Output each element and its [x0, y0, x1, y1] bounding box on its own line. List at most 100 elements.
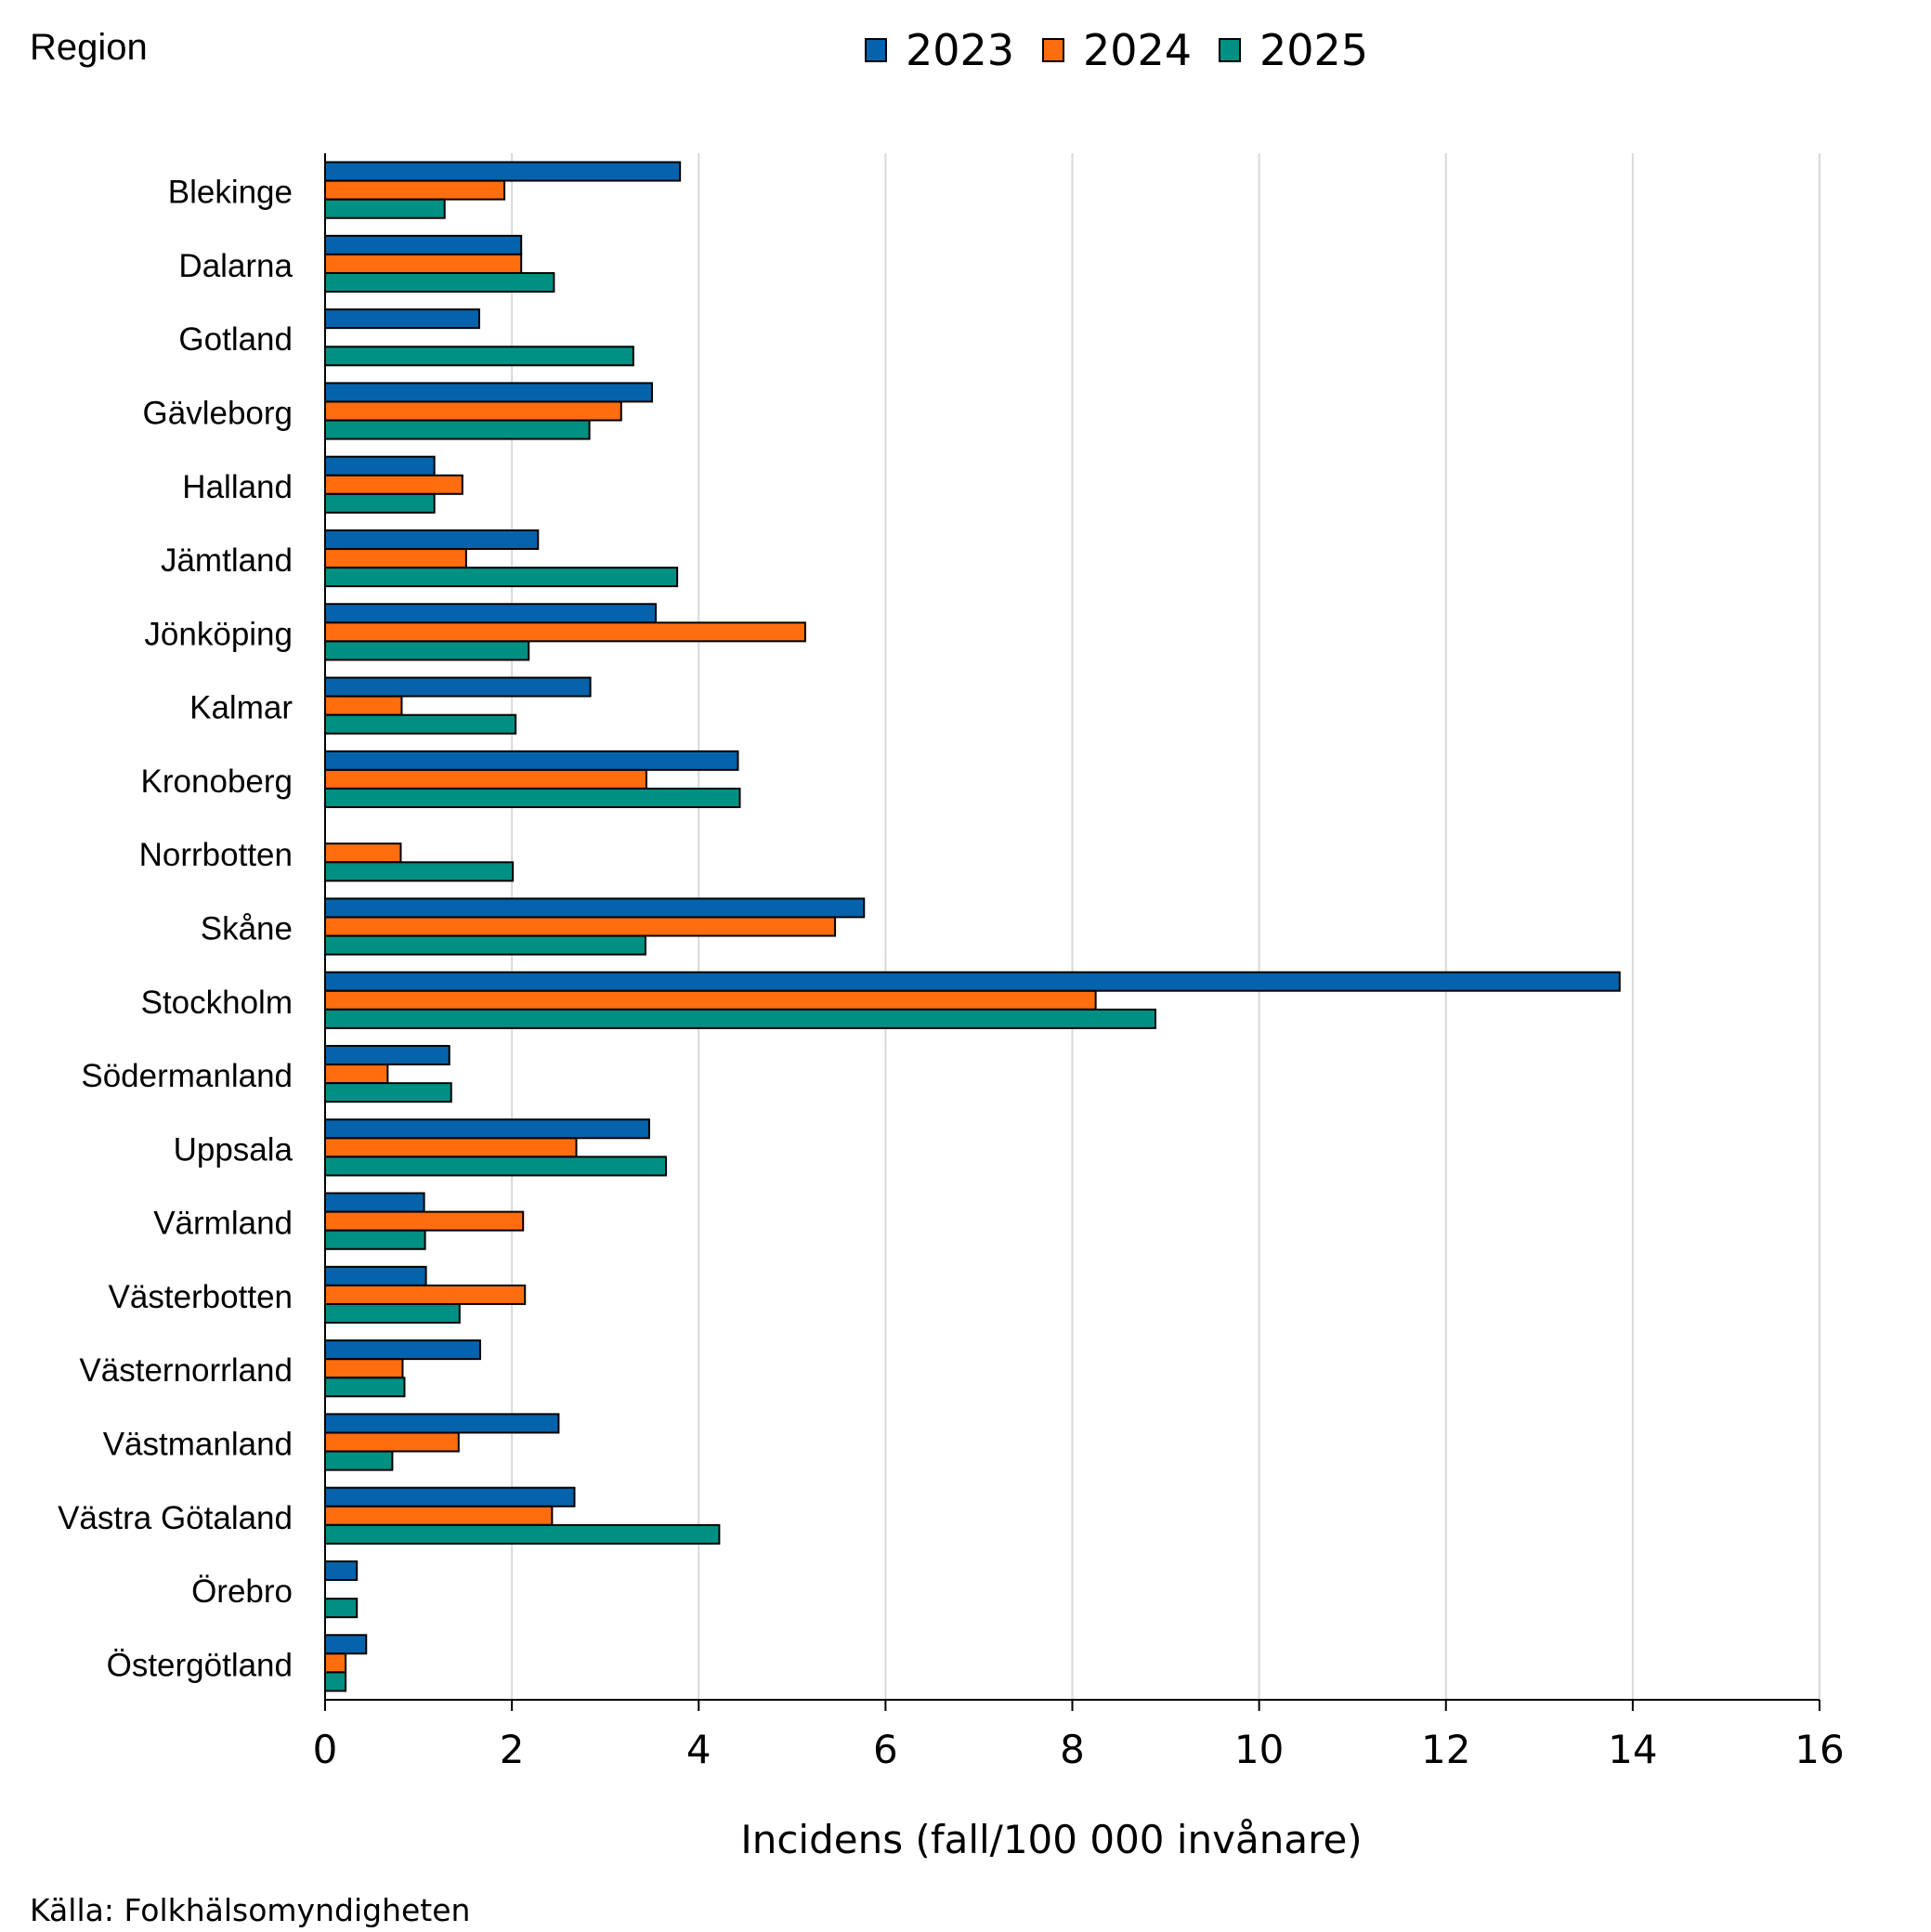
- bar-2024: [324, 179, 506, 201]
- axes: [324, 153, 1820, 1711]
- category-label: Gotland: [178, 321, 293, 358]
- bar-2025: [324, 1155, 668, 1177]
- category-label: Östergötland: [107, 1647, 293, 1683]
- bar-2023: [324, 897, 866, 919]
- bar-2024: [324, 989, 1097, 1011]
- bar-2023: [324, 234, 523, 255]
- x-tick-label: 6: [873, 1727, 898, 1772]
- bar-2024: [324, 621, 806, 643]
- x-tick-label: 14: [1608, 1727, 1657, 1772]
- x-tick-label: 16: [1794, 1727, 1844, 1772]
- bar-2025: [324, 1229, 426, 1250]
- legend-swatch-2024: [1042, 38, 1064, 62]
- bar-2025: [324, 198, 446, 219]
- category-label: Gävleborg: [143, 396, 293, 432]
- category-label: Värmland: [153, 1206, 293, 1242]
- legend-swatch-2023: [865, 38, 887, 62]
- x-axis-title: Incidens (fall/100 000 invånare): [740, 1817, 1362, 1862]
- bar-2025: [324, 861, 515, 882]
- legend: 2023 2024 2025: [865, 25, 1368, 75]
- bar-2025: [324, 1082, 452, 1103]
- bar-2025: [324, 419, 591, 440]
- bar-2023: [324, 455, 436, 476]
- category-labels: Blekinge Dalarna Gotland Gävleborg Halland Jä…: [58, 175, 293, 1684]
- category-label: Halland: [182, 469, 293, 505]
- legend-swatch-2025: [1219, 38, 1241, 62]
- category-label: Uppsala: [174, 1131, 294, 1168]
- bar-2024: [324, 1284, 527, 1305]
- bar-2024: [324, 1652, 347, 1674]
- bar-2023: [324, 1634, 368, 1655]
- bar-2023: [324, 1192, 425, 1213]
- bar-2023: [324, 1560, 359, 1581]
- bar-2023: [324, 750, 739, 771]
- category-label: Jönköping: [144, 616, 293, 652]
- bar-2023: [324, 603, 657, 624]
- category-label: Norrbotten: [139, 837, 293, 873]
- bar-2025: [324, 492, 436, 514]
- legend-label-2024: 2024: [1083, 25, 1192, 75]
- bar-2025: [324, 1598, 359, 1619]
- gridlines: [511, 153, 1820, 1700]
- x-tick-label: 2: [500, 1727, 525, 1772]
- x-tick-label: 10: [1234, 1727, 1284, 1772]
- bar-2025: [324, 1450, 394, 1471]
- bars: [324, 161, 1621, 1692]
- bar-2024: [324, 1431, 460, 1453]
- bar-2023: [324, 529, 540, 550]
- legend-label-2025: 2025: [1259, 25, 1368, 75]
- bar-2024: [324, 474, 463, 495]
- bar-2024: [324, 916, 837, 937]
- bar-2025: [324, 1303, 461, 1325]
- category-label: Stockholm: [141, 985, 293, 1021]
- category-label: Kronoberg: [141, 764, 293, 800]
- category-label: Örebro: [191, 1573, 293, 1610]
- bar-2024: [324, 1210, 525, 1232]
- bar-2023: [324, 1486, 576, 1508]
- x-tick-label: 0: [313, 1727, 338, 1772]
- bar-2025: [324, 1377, 406, 1398]
- bar-2025: [324, 788, 741, 809]
- bar-2023: [324, 1413, 560, 1434]
- category-label: Blekinge: [168, 175, 293, 211]
- bar-2025: [324, 1671, 347, 1692]
- x-tick-label: 8: [1060, 1727, 1085, 1772]
- bar-2025: [324, 934, 646, 956]
- bar-2025: [324, 1523, 721, 1545]
- bar-2023: [324, 1339, 481, 1361]
- bar-2023: [324, 1044, 450, 1065]
- category-label: Dalarna: [178, 248, 293, 284]
- bar-2025: [324, 346, 634, 367]
- bar-2024: [324, 253, 523, 274]
- category-label: Västra Götaland: [58, 1500, 293, 1536]
- bar-2025: [324, 713, 517, 735]
- x-tick-label: 12: [1421, 1727, 1470, 1772]
- category-label: Södermanland: [81, 1058, 293, 1094]
- category-label: Kalmar: [189, 690, 293, 726]
- bar-2025: [324, 567, 679, 588]
- y-axis-title: Region: [30, 27, 148, 68]
- category-label: Skåne: [201, 911, 293, 947]
- bar-2024: [324, 1137, 578, 1158]
- bar-2024: [324, 548, 467, 569]
- bar-2023: [324, 161, 682, 182]
- bar-2023: [324, 676, 592, 698]
- category-label: Västernorrland: [79, 1352, 293, 1389]
- bar-2024: [324, 400, 622, 422]
- x-tick-labels: 0 2 4 6 8 10 12 14 16: [313, 1727, 1845, 1772]
- bar-2023: [324, 971, 1621, 992]
- bar-2024: [324, 1358, 404, 1379]
- bar-2025: [324, 640, 530, 661]
- bar-2024: [324, 842, 402, 864]
- category-label: Västerbotten: [109, 1279, 293, 1315]
- bar-2024: [324, 1505, 554, 1526]
- category-label: Västmanland: [103, 1427, 293, 1463]
- source-note: Källa: Folkhälsomyndigheten: [30, 1892, 470, 1928]
- bar-2024: [324, 1064, 389, 1085]
- bar-2023: [324, 308, 480, 330]
- legend-label-2023: 2023: [906, 25, 1014, 75]
- bar-2025: [324, 1008, 1157, 1029]
- bar-2023: [324, 1118, 650, 1140]
- bar-2023: [324, 1265, 427, 1286]
